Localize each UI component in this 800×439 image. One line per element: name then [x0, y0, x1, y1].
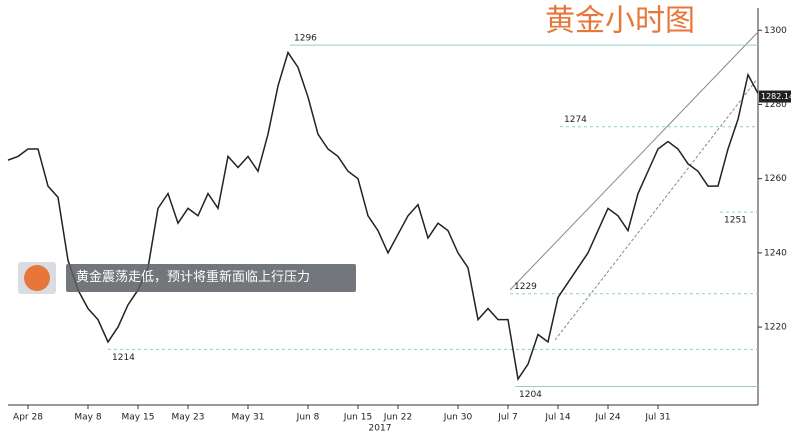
price-line	[7, 50, 759, 382]
x-tick-label: Jul 24	[594, 413, 620, 423]
x-tick-label: May 31	[232, 413, 265, 423]
y-tick-label: 1240	[764, 248, 787, 258]
x-tick-label: Jul 7	[497, 413, 517, 423]
x-tick-label: Jun 30	[443, 413, 473, 423]
trend-line	[554, 77, 759, 341]
annotation: 黄金震荡走低，预计将重新面临上行压力	[66, 264, 356, 292]
level-label: 1214	[112, 353, 135, 363]
level-label: 1274	[564, 115, 587, 125]
x-tick-label: Jun 22	[383, 413, 412, 423]
x-tick-label: Apr 28	[13, 413, 43, 423]
trend-line	[509, 31, 759, 291]
x-tick-label: Jul 31	[644, 413, 670, 423]
x-tick-label: May 8	[74, 413, 101, 423]
y-tick-label: 1220	[764, 323, 787, 333]
y-tick-label: 1300	[764, 26, 787, 36]
x-tick-label: May 15	[122, 413, 155, 423]
chart-title: 黄金小时图	[545, 4, 695, 39]
level-label: 1296	[294, 34, 317, 44]
logo	[18, 262, 56, 294]
x-tick-label: May 23	[172, 413, 205, 423]
last-price: 1282.14	[761, 92, 794, 101]
x-tick-label: Jul 14	[544, 413, 570, 423]
x-tick-label: Jun 8	[296, 413, 320, 423]
x-tick-label: Jun 15	[343, 413, 372, 423]
level-label: 1229	[514, 282, 537, 292]
last-price-box	[759, 90, 791, 103]
level-label: 1204	[519, 390, 542, 400]
y-tick-label: 1260	[764, 174, 787, 184]
x-axis-label: 2017	[369, 424, 392, 434]
level-label: 1251	[724, 216, 747, 226]
y-tick-label: 1280	[764, 100, 787, 110]
